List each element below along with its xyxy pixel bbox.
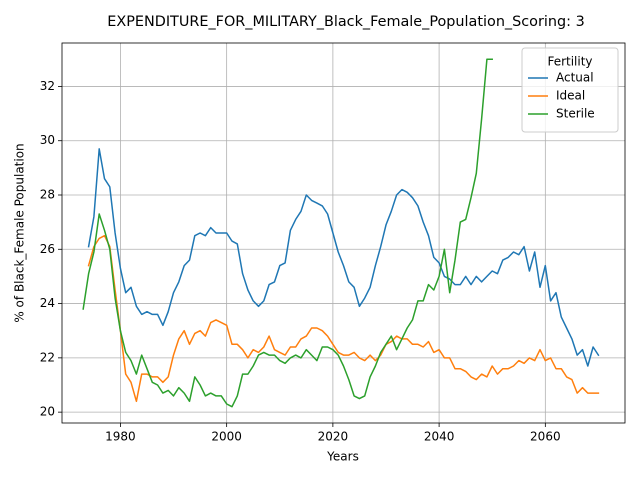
x-tick-label: 2060 bbox=[530, 430, 561, 444]
chart-title: EXPENDITURE_FOR_MILITARY_Black_Female_Po… bbox=[107, 14, 584, 30]
series-line-ideal bbox=[87, 234, 600, 403]
y-tick-label: 28 bbox=[40, 188, 55, 202]
y-tick-label: 26 bbox=[40, 242, 55, 256]
legend-box bbox=[521, 47, 619, 133]
x-tick-label: 1980 bbox=[105, 430, 136, 444]
legend-label-actual: Actual bbox=[556, 71, 594, 85]
series-line-actual bbox=[87, 148, 600, 367]
legend: Fertility Actual Ideal Sterile bbox=[521, 47, 619, 133]
plot-area-frame bbox=[61, 42, 626, 424]
y-tick-label: 24 bbox=[40, 296, 55, 310]
series-lines bbox=[82, 58, 600, 408]
legend-label-ideal: Ideal bbox=[556, 89, 585, 103]
y-tick-label: 32 bbox=[40, 79, 55, 93]
legend-entries: Actual Ideal Sterile bbox=[528, 71, 595, 121]
legend-label-sterile: Sterile bbox=[556, 107, 595, 121]
x-tick-label: 2020 bbox=[318, 430, 349, 444]
series-line-sterile bbox=[82, 58, 493, 408]
y-axis-ticks: 20 22 24 26 28 30 32 bbox=[40, 79, 62, 419]
x-tick-label: 2000 bbox=[211, 430, 242, 444]
x-axis-label: Years bbox=[326, 450, 359, 464]
legend-title: Fertility bbox=[547, 55, 592, 69]
y-tick-label: 20 bbox=[40, 405, 55, 419]
y-tick-label: 30 bbox=[40, 133, 55, 147]
y-axis-label: % of Black_Female Population bbox=[13, 143, 27, 322]
grid-lines bbox=[62, 43, 625, 423]
y-tick-label: 22 bbox=[40, 350, 55, 364]
x-tick-label: 2040 bbox=[424, 430, 455, 444]
x-axis-ticks: 1980 2000 2020 2040 2060 bbox=[105, 423, 561, 444]
